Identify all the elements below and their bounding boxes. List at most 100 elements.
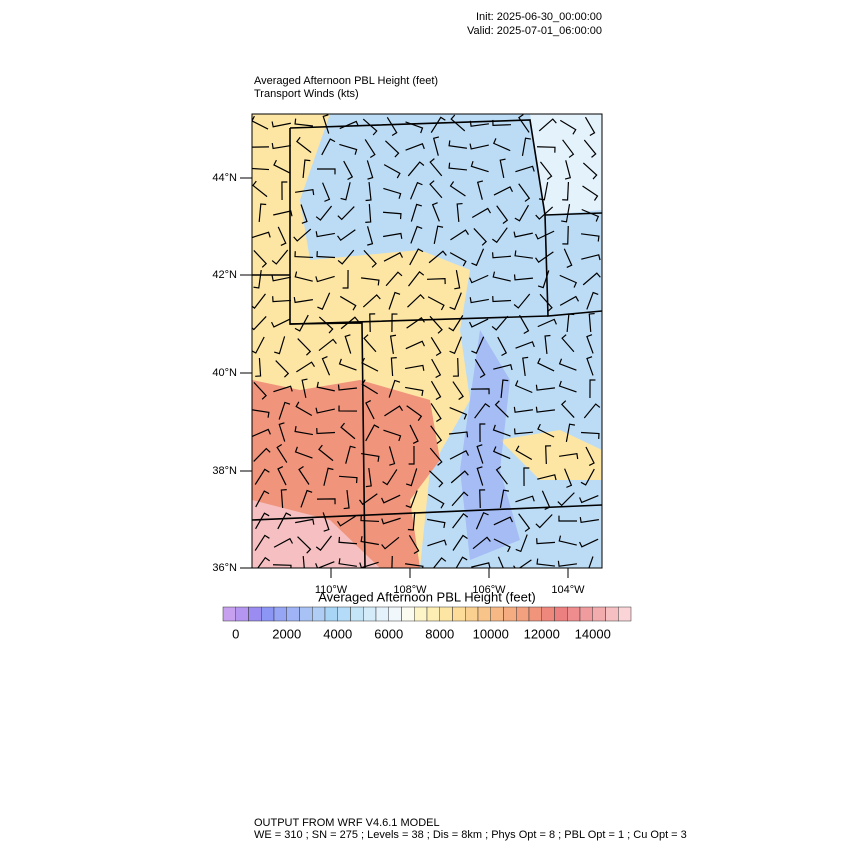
wind-barb [383, 187, 402, 199]
wind-barb [476, 466, 484, 486]
wind-barb [580, 468, 595, 486]
wind-barb [496, 205, 509, 224]
wind-barb [340, 316, 359, 330]
colorbar-box [235, 606, 249, 622]
wind-barb [450, 114, 466, 132]
wind-barb [427, 518, 446, 529]
wind-barb [427, 539, 447, 547]
wind-barb [429, 180, 443, 199]
wind-barb [339, 120, 359, 130]
wind-barb [276, 444, 288, 463]
wind-barb [514, 250, 533, 259]
wind-barb [337, 515, 356, 527]
wind-barb [405, 468, 418, 487]
wind-barb [494, 400, 509, 418]
wind-barb [316, 428, 336, 435]
wind-barb [589, 379, 596, 399]
wind-barb [513, 406, 533, 413]
wind-barb [277, 226, 287, 246]
wind-barb [344, 334, 352, 354]
wind-barb [430, 425, 443, 444]
wind-barb [407, 161, 425, 177]
lat-label: 40°N [212, 367, 237, 379]
wind-barb [581, 208, 600, 222]
colorbar-box [324, 606, 338, 622]
wind-barb [535, 230, 555, 240]
wind-barb [252, 316, 267, 331]
wind-barb [564, 160, 572, 180]
colorbar-box [490, 606, 504, 622]
wind-barb [523, 467, 530, 487]
wind-barb [585, 446, 595, 467]
wind-barb [522, 356, 529, 377]
wind-barb [499, 489, 510, 508]
wind-barb [471, 207, 492, 219]
wind-barb [274, 336, 286, 355]
lat-label: 36°N [212, 562, 237, 574]
wind-barb [386, 117, 398, 137]
wind-barb [252, 115, 269, 130]
colorbar-box [426, 606, 440, 622]
wind-barb [430, 337, 442, 357]
colorbar-box [541, 606, 555, 622]
wind-barb [409, 248, 424, 266]
wind-barb [340, 182, 351, 201]
wind-barb [255, 357, 262, 377]
wind-barb [340, 422, 356, 440]
wind-barb [432, 557, 447, 568]
wind-barb [322, 512, 330, 532]
wind-barb [452, 512, 469, 529]
footer-line1: OUTPUT FROM WRF V4.6.1 MODEL [254, 817, 440, 829]
wind-barb [381, 536, 400, 550]
wind-barb [479, 423, 486, 443]
wind-barb [252, 293, 266, 309]
colorbar-box [503, 606, 517, 622]
colorbar-box [554, 606, 568, 622]
colorbar-tick-label: 6000 [374, 626, 403, 641]
wind-barb [535, 514, 553, 529]
wind-barb [405, 563, 424, 568]
wind-barb [474, 359, 486, 379]
wind-barb [338, 405, 358, 412]
wind-barb [323, 467, 334, 486]
wind-barb [388, 446, 396, 466]
colorbar-tick-label: 0 [232, 626, 239, 641]
wind-barb [427, 493, 445, 509]
lat-label: 44°N [212, 172, 237, 184]
wind-barb [277, 512, 292, 530]
wind-barb [537, 357, 555, 372]
valid-time: Valid: 2025-07-01_06:00:00 [467, 25, 602, 37]
wind-barb [294, 118, 314, 127]
wind-barb [278, 422, 286, 442]
wind-barb [271, 142, 291, 150]
wind-barb [298, 466, 310, 485]
wind-barb [252, 428, 271, 438]
wind-barb [300, 204, 308, 224]
wind-barb [388, 379, 401, 398]
colorbar-box [465, 606, 479, 622]
wind-barb [382, 211, 402, 220]
wind-barb [492, 271, 511, 282]
wind-barb [281, 181, 288, 201]
wind-barb [449, 336, 463, 355]
wind-barb [580, 431, 600, 439]
wind-barb [369, 313, 376, 333]
wind-barb [366, 160, 374, 180]
wind-barb [430, 116, 446, 133]
colorbar-box [375, 606, 389, 622]
wind-barb [271, 249, 289, 265]
wind-barb [408, 534, 420, 555]
wind-barb [315, 561, 335, 568]
wind-barb [492, 119, 512, 126]
wind-barb [450, 470, 469, 484]
init-time: Init: 2025-06-30_00:00:00 [476, 11, 602, 23]
wind-barb [430, 403, 442, 422]
colorbar-box [477, 606, 491, 622]
wind-barb [272, 296, 292, 303]
wind-barb [479, 489, 486, 509]
wind-barb [338, 358, 357, 371]
wind-barb [271, 275, 291, 282]
wind-barb [536, 558, 556, 567]
